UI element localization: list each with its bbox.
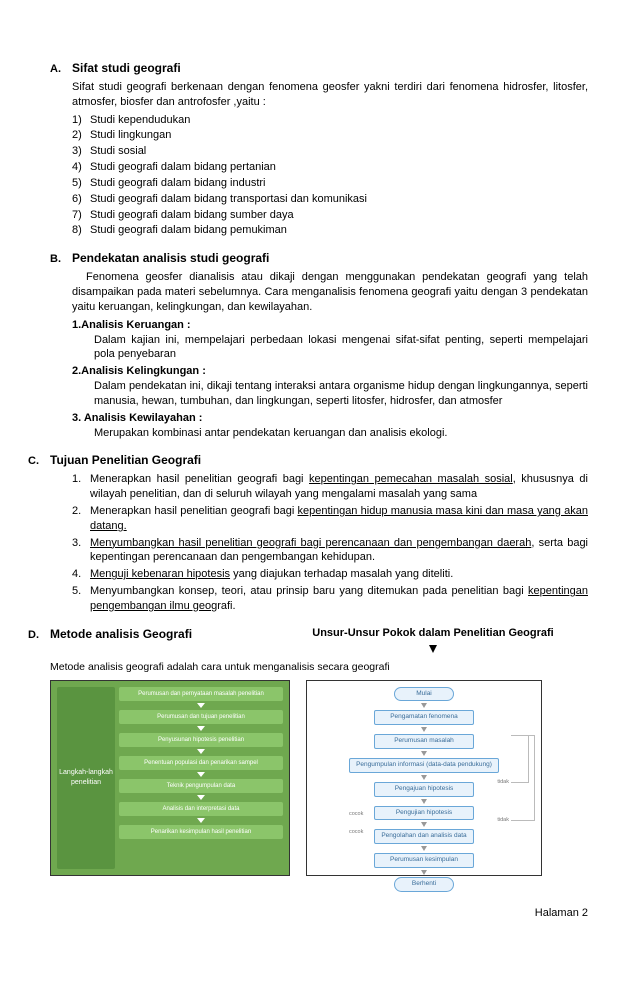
flow-node: Pengolahan dan analisis data (374, 829, 474, 844)
section-d-letter: D. (28, 628, 50, 643)
arrow-down-icon (197, 749, 205, 754)
section-a-list: 1)Studi kependudukan2)Studi lingkungan3)… (72, 113, 588, 239)
page-footer: Halaman 2 (50, 906, 588, 921)
green-step: Teknik pengumpulan data (119, 779, 283, 793)
subsection-body: Dalam pendekatan ini, dikaji tentang int… (94, 379, 588, 409)
flow-node: Berhenti (394, 877, 454, 892)
subsection-heading: 1.Analisis Keruangan : (72, 318, 588, 333)
list-item: 6)Studi geografi dalam bidang transporta… (72, 192, 588, 207)
list-item: 1)Studi kependudukan (72, 113, 588, 128)
flow-node: Pengajuan hipotesis (374, 782, 474, 797)
flow-feedback-line-2 (511, 735, 535, 821)
subsection-body: Merupakan kombinasi antar pendekatan ker… (94, 426, 588, 441)
arrow-down-icon (197, 703, 205, 708)
arrow-down-icon (421, 799, 427, 804)
flow-label-tidak-1: tidak (497, 779, 509, 786)
arrow-down-icon (429, 645, 437, 653)
green-step: Penarikan kesimpulan hasil penelitian (119, 825, 283, 839)
section-a-intro: Sifat studi geografi berkenaan dengan fe… (72, 80, 588, 110)
flow-node: Pengamatan fenomena (374, 710, 474, 725)
flowchart-column: Mulai Pengamatan fenomena Perumusan masala… (307, 687, 541, 892)
arrow-down-icon (421, 703, 427, 708)
arrow-down-icon (421, 775, 427, 780)
section-d: D. Metode analisis Geografi Unsur-Unsur … (50, 626, 588, 876)
list-item: 3.Menyumbangkan hasil penelitian geograf… (72, 536, 588, 566)
flow-node: Perumusan masalah (374, 734, 474, 749)
green-side-label: Langkah-langkah penelitian (57, 687, 115, 869)
green-step: Analisis dan interpretasi data (119, 802, 283, 816)
green-steps-diagram: Langkah-langkah penelitian Perumusan dan… (50, 680, 290, 876)
diagrams-row: Langkah-langkah penelitian Perumusan dan… (50, 680, 588, 876)
section-c: C. Tujuan Penelitian Geografi 1.Menerapk… (50, 452, 588, 613)
section-d-header-row: D. Metode analisis Geografi Unsur-Unsur … (28, 626, 588, 658)
flow-node: Perumusan kesimpulan (374, 853, 474, 868)
list-item: 7)Studi geografi dalam bidang sumber day… (72, 208, 588, 223)
arrow-down-icon (421, 870, 427, 875)
flowchart-diagram: Mulai Pengamatan fenomena Perumusan masala… (306, 680, 542, 876)
section-a-title: Sifat studi geografi (72, 60, 181, 76)
arrow-down-icon (197, 726, 205, 731)
section-a: A. Sifat studi geografi Sifat studi geog… (50, 60, 588, 238)
arrow-down-icon (197, 818, 205, 823)
flow-label-cocok-2: cocok (349, 829, 363, 836)
list-item: 4.Menguji kebenaran hipotesis yang diaju… (72, 567, 588, 582)
green-steps-column: Perumusan dan pernyataan masalah penelit… (119, 687, 283, 869)
section-b-letter: B. (50, 252, 72, 267)
list-item: 3)Studi sosial (72, 144, 588, 159)
flow-label-cocok-1: cocok (349, 811, 363, 818)
arrow-down-icon (421, 751, 427, 756)
section-c-header: C. Tujuan Penelitian Geografi (28, 452, 588, 469)
flow-node: Mulai (394, 687, 454, 702)
list-item: 2.Menerapkan hasil penelitian geografi b… (72, 504, 588, 534)
section-d-title: Metode analisis Geografi (50, 626, 192, 642)
arrow-down-icon (197, 772, 205, 777)
section-d-desc: Metode analisis geografi adalah cara unt… (50, 660, 588, 674)
arrow-down-icon (421, 822, 427, 827)
section-a-body: Sifat studi geografi berkenaan dengan fe… (72, 80, 588, 238)
section-b-intro: Fenomena geosfer dianalisis atau dikaji … (72, 270, 588, 315)
list-item: 4)Studi geografi dalam bidang pertanian (72, 160, 588, 175)
section-a-letter: A. (50, 62, 72, 77)
section-c-title: Tujuan Penelitian Geografi (50, 452, 201, 468)
subsection-heading: 3. Analisis Kewilayahan : (72, 411, 588, 426)
list-item: 2)Studi lingkungan (72, 128, 588, 143)
section-b-title: Pendekatan analisis studi geografi (72, 250, 269, 266)
section-c-body: 1.Menerapkan hasil penelitian geografi b… (50, 472, 588, 614)
flow-node: Pengujian hipotesis (374, 806, 474, 821)
section-d-right-header: Unsur-Unsur Pokok dalam Penelitian Geogr… (278, 626, 588, 658)
arrow-down-icon (421, 727, 427, 732)
list-item: 8)Studi geografi dalam bidang pemukiman (72, 223, 588, 238)
arrow-down-icon (197, 795, 205, 800)
right-diagram-title: Unsur-Unsur Pokok dalam Penelitian Geogr… (312, 627, 553, 639)
section-b: B. Pendekatan analisis studi geografi Fe… (50, 250, 588, 440)
subsection-heading: 2.Analisis Kelingkungan : (72, 364, 588, 379)
section-a-header: A. Sifat studi geografi (50, 60, 588, 77)
green-step: Perumusan dan tujuan penelitian (119, 710, 283, 724)
section-b-body: Fenomena geosfer dianalisis atau dikaji … (72, 270, 588, 440)
subsection-body: Dalam kajian ini, mempelajari perbedaan … (94, 333, 588, 363)
section-b-header: B. Pendekatan analisis studi geografi (50, 250, 588, 267)
arrow-down-icon (421, 846, 427, 851)
list-item: 1.Menerapkan hasil penelitian geografi b… (72, 472, 588, 502)
section-c-letter: C. (28, 454, 50, 469)
green-step: Penentuan populasi dan penarikan sampel (119, 756, 283, 770)
flow-node: Pengumpulan informasi (data-data penduku… (349, 758, 499, 773)
flow-label-tidak-2: tidak (497, 817, 509, 824)
list-item: 5.Menyumbangkan konsep, teori, atau prin… (72, 584, 588, 614)
section-d-left-header: D. Metode analisis Geografi (28, 626, 278, 646)
green-step: Perumusan dan pernyataan masalah penelit… (119, 687, 283, 701)
list-item: 5)Studi geografi dalam bidang industri (72, 176, 588, 191)
green-step: Penyusunan hipotesis penelitian (119, 733, 283, 747)
